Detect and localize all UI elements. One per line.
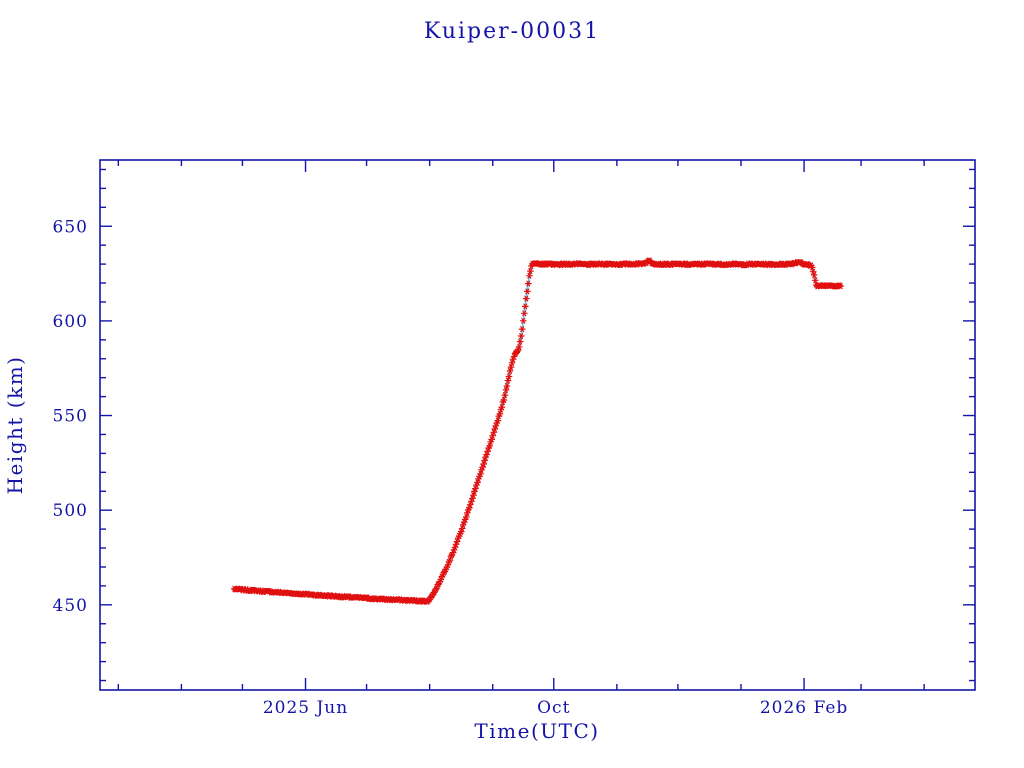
data-point-marker (522, 295, 530, 302)
data-point-marker (517, 332, 525, 340)
data-point-marker (491, 425, 499, 433)
data-point-marker (809, 268, 817, 275)
data-point-marker (508, 359, 516, 366)
data-point-marker (501, 392, 509, 399)
data-markers (230, 257, 845, 605)
data-point-marker (518, 326, 526, 333)
data-point-marker (837, 283, 845, 290)
x-axis-label: Time(UTC) (474, 719, 599, 743)
y-tick-label: 450 (53, 596, 88, 616)
data-point-marker (490, 429, 498, 436)
data-point-marker (468, 495, 476, 502)
data-point-marker (500, 396, 508, 404)
data-point-marker (515, 343, 523, 350)
x-tick-label: 2026 Feb (760, 698, 848, 718)
data-point-marker (516, 338, 524, 345)
plot-border (99, 159, 976, 691)
data-point-marker (465, 504, 473, 511)
data-point-marker (526, 272, 533, 279)
data-point-marker (494, 417, 502, 424)
y-tick-label: 650 (53, 217, 88, 237)
chart-title: Kuiper-00031 (424, 19, 600, 44)
data-point-marker (469, 492, 477, 499)
data-point-marker (524, 280, 532, 287)
data-point-marker (507, 364, 515, 371)
data-point-marker (505, 373, 513, 380)
data-point-marker (463, 509, 471, 516)
data-point-marker (466, 501, 474, 508)
data-point-marker (481, 457, 489, 464)
fit-line-path (234, 259, 841, 602)
y-tick-label: 550 (53, 407, 88, 427)
data-point-marker (484, 448, 492, 455)
data-point-marker (457, 528, 465, 535)
data-point-marker (458, 525, 466, 532)
data-point-marker (488, 436, 496, 443)
data-point-marker (527, 268, 534, 275)
data-point-marker (483, 451, 491, 458)
plot-frame (99, 159, 976, 691)
x-tick-label: Oct (537, 698, 570, 718)
y-axis-label: Height (km) (3, 356, 27, 495)
data-point-marker (471, 485, 479, 492)
data-point-marker (811, 277, 819, 284)
data-point-marker (489, 432, 497, 439)
data-point-marker (498, 404, 506, 411)
fit-line (234, 259, 841, 602)
data-point-marker (523, 288, 531, 295)
axis-ticks: 2025 Jun Oct 2026 Feb 450 500 550 600 650 (53, 160, 975, 718)
data-point-marker (810, 271, 818, 279)
data-point-marker (480, 460, 488, 468)
data-point-marker (514, 346, 522, 354)
y-tick-label: 500 (53, 501, 88, 521)
data-point-marker (479, 464, 487, 471)
data-point-marker (520, 310, 528, 317)
x-tick-label: 2025 Jun (263, 698, 348, 718)
data-point-marker (453, 538, 461, 545)
data-point-marker (474, 479, 481, 486)
y-tick-label: 600 (53, 312, 88, 332)
data-point-marker (503, 382, 511, 390)
data-point-marker (521, 303, 529, 310)
data-point-marker (519, 317, 527, 324)
data-point-marker (444, 561, 452, 568)
